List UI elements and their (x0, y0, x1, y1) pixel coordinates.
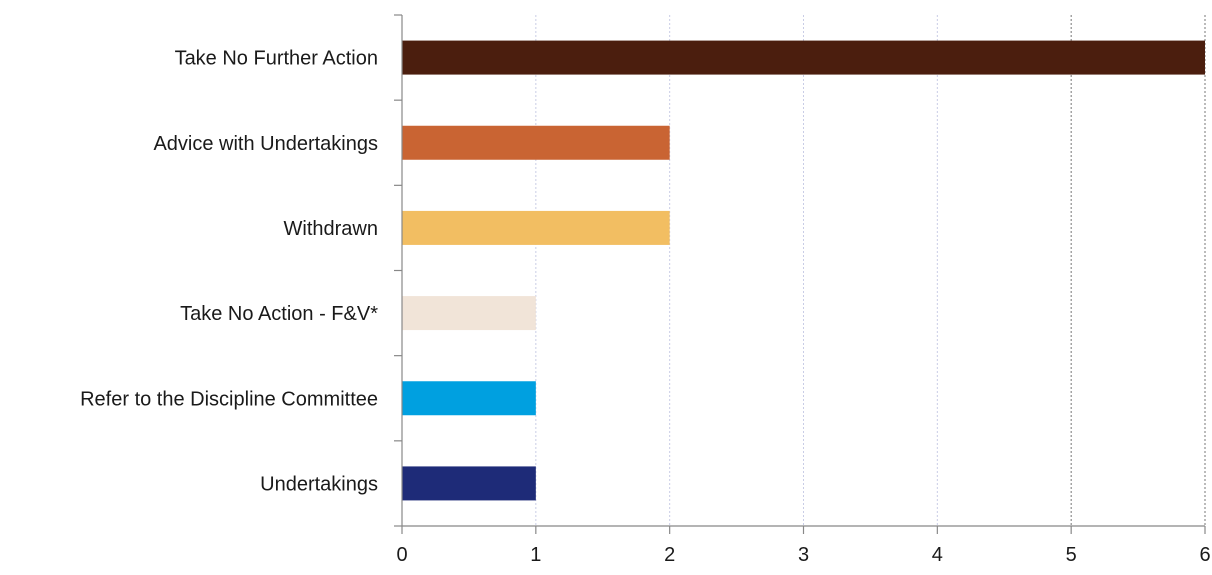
bar-5 (402, 466, 536, 501)
x-tick-label-4: 4 (932, 544, 943, 566)
bars (402, 40, 1205, 501)
x-tick-label-6: 6 (1199, 544, 1210, 566)
category-label-4: Refer to the Discipline Committee (80, 388, 378, 410)
x-tick-label-0: 0 (396, 544, 407, 566)
bar-0 (402, 40, 1205, 75)
bar-1 (402, 125, 670, 160)
category-label-2: Withdrawn (284, 218, 378, 240)
category-label-0: Take No Further Action (175, 48, 378, 70)
bar-3 (402, 296, 536, 331)
bar-2 (402, 210, 670, 245)
axes (394, 14, 1206, 534)
x-tick-label-3: 3 (798, 544, 809, 566)
category-label-5: Undertakings (260, 473, 378, 495)
labels: Take No Further Action Advice with Undert… (80, 48, 1210, 566)
category-label-3: Take No Action - F&V* (180, 303, 378, 325)
bar-4 (402, 381, 536, 416)
x-tick-label-5: 5 (1066, 544, 1077, 566)
gridlines (535, 15, 1206, 526)
x-tick-label-1: 1 (530, 544, 541, 566)
x-tick-label-2: 2 (664, 544, 675, 566)
category-label-1: Advice with Undertakings (153, 133, 378, 155)
